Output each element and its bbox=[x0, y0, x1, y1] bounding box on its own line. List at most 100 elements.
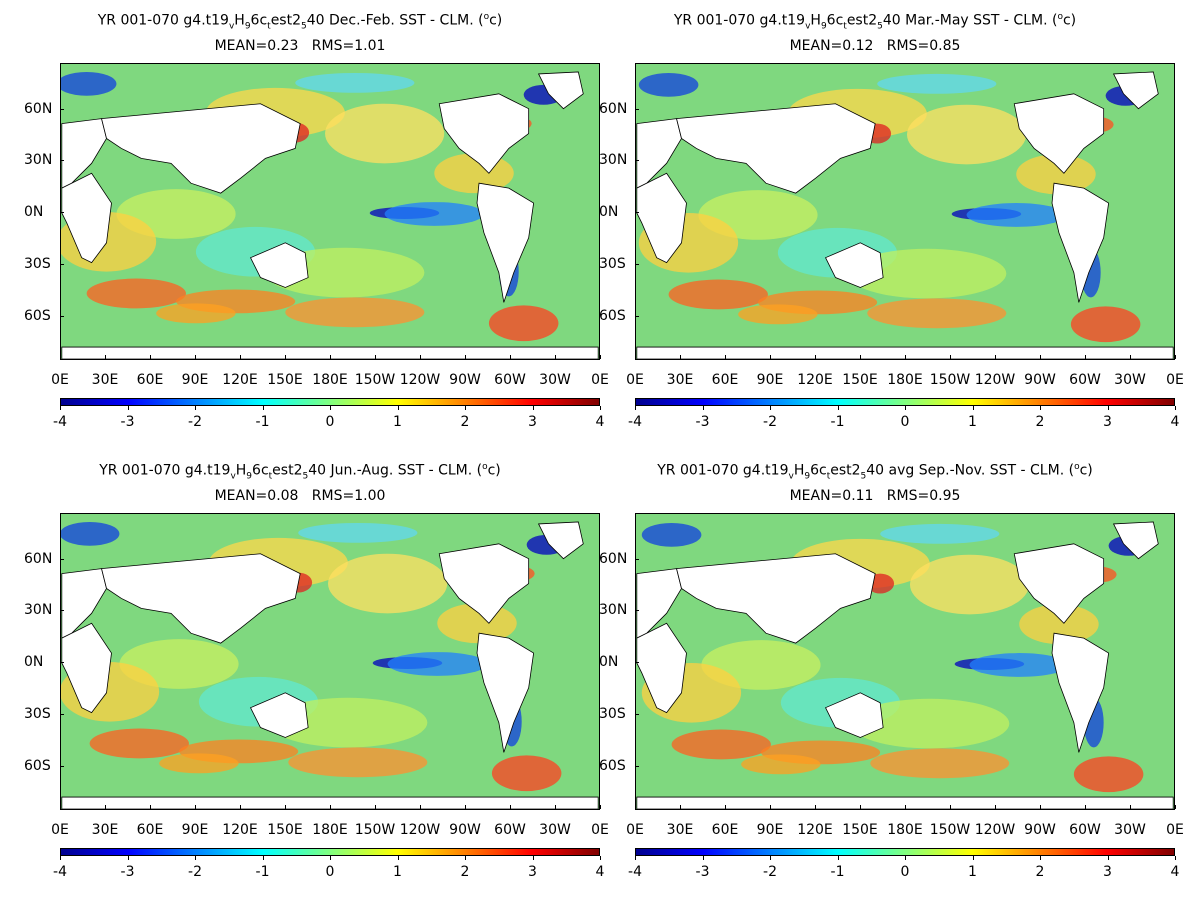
colorbar-label: 4 bbox=[1170, 864, 1180, 880]
latitude-tick bbox=[635, 662, 639, 663]
longitude-label: 120E bbox=[797, 822, 833, 838]
map-panel: YR 001-070 g4.t19vH96ctest2540 Dec.-Feb.… bbox=[0, 0, 609, 450]
colorbar-tick bbox=[127, 406, 129, 410]
colorbar-tick bbox=[905, 856, 906, 860]
mean-rms-stats: MEAN=0.23 RMS=1.01 bbox=[214, 38, 386, 54]
longitude-tick bbox=[1130, 805, 1131, 809]
title-part: 5 bbox=[877, 21, 883, 32]
colorbar bbox=[635, 848, 1175, 856]
longitude-tick bbox=[510, 805, 511, 809]
latitude-tick bbox=[60, 264, 64, 265]
colorbar-label: 0 bbox=[325, 414, 335, 430]
longitude-tick bbox=[860, 805, 861, 809]
colorbar-tick bbox=[635, 856, 636, 860]
title-part: 5 bbox=[302, 471, 309, 482]
colorbar-label: -1 bbox=[255, 864, 270, 880]
longitude-tick bbox=[465, 805, 466, 809]
title-part: v bbox=[230, 471, 236, 482]
longitude-label: 30E bbox=[91, 372, 119, 388]
mean-rms-stats: MEAN=0.12 RMS=0.85 bbox=[789, 38, 961, 54]
longitude-label: 90E bbox=[756, 822, 784, 838]
longitude-tick bbox=[600, 355, 601, 359]
colorbar-label: 0 bbox=[900, 414, 910, 430]
title-part: 5 bbox=[301, 21, 307, 32]
latitude-label: 60S bbox=[24, 308, 51, 324]
latitude-tick bbox=[635, 316, 639, 317]
longitude-tick bbox=[725, 805, 726, 809]
sst-anomaly-map bbox=[61, 521, 599, 809]
colorbar-label: -2 bbox=[763, 414, 777, 430]
longitude-tick bbox=[420, 355, 421, 359]
latitude-tick bbox=[635, 610, 639, 611]
longitude-tick bbox=[150, 805, 151, 809]
longitude-tick bbox=[555, 805, 556, 809]
latitude-label: 0N bbox=[599, 204, 619, 220]
colorbar-label: -1 bbox=[830, 414, 845, 430]
longitude-tick bbox=[465, 355, 466, 359]
longitude-tick bbox=[680, 805, 681, 809]
longitude-tick bbox=[860, 355, 861, 359]
longitude-tick bbox=[330, 805, 331, 809]
latitude-label: 60N bbox=[599, 101, 628, 117]
colorbar-tick bbox=[127, 856, 129, 860]
title-part: c) bbox=[487, 462, 501, 479]
title-part: H bbox=[793, 462, 805, 479]
colorbar-tick bbox=[600, 406, 601, 410]
longitude-label: 0E bbox=[591, 372, 609, 388]
title-part: c) bbox=[489, 12, 503, 29]
latitude-tick bbox=[60, 714, 64, 715]
colorbar-label: -1 bbox=[830, 864, 845, 880]
colorbar-label: 1 bbox=[968, 414, 977, 430]
longitude-label: 0E bbox=[626, 822, 644, 838]
map-frame bbox=[635, 513, 1175, 810]
title-part: H bbox=[810, 12, 821, 29]
longitude-label: 0E bbox=[1166, 372, 1184, 388]
latitude-label: 0N bbox=[599, 654, 619, 670]
latitude-tick bbox=[60, 766, 64, 767]
title-part: 9 bbox=[246, 471, 253, 482]
longitude-tick bbox=[905, 805, 906, 809]
latitude-label: 60S bbox=[24, 758, 51, 774]
colorbar-tick bbox=[770, 856, 771, 860]
title-part: t bbox=[826, 471, 831, 482]
latitude-tick bbox=[635, 212, 639, 213]
colorbar-label: -4 bbox=[628, 414, 642, 430]
longitude-tick bbox=[285, 805, 286, 809]
colorbar-tick bbox=[330, 406, 331, 410]
mean-rms-stats: MEAN=0.08 RMS=1.00 bbox=[214, 488, 386, 504]
longitude-label: 180E bbox=[887, 822, 923, 838]
latitude-tick bbox=[635, 160, 639, 161]
colorbar-tick bbox=[702, 406, 704, 410]
colorbar-label: 2 bbox=[1035, 414, 1045, 430]
longitude-label: 120E bbox=[797, 372, 833, 388]
colorbar-label: 0 bbox=[325, 864, 335, 880]
colorbar-label: -2 bbox=[188, 864, 202, 880]
longitude-tick bbox=[285, 355, 286, 359]
longitude-label: 120W bbox=[974, 822, 1016, 838]
longitude-label: 150W bbox=[929, 822, 971, 838]
colorbar bbox=[60, 848, 600, 856]
colorbar-label: 2 bbox=[460, 414, 470, 430]
latitude-label: 30S bbox=[599, 256, 626, 272]
longitude-tick bbox=[995, 355, 996, 359]
longitude-tick bbox=[725, 355, 726, 359]
panel-title: YR 001-070 g4.t19vH96ctest2540 avg Sep.-… bbox=[575, 458, 1175, 485]
longitude-tick bbox=[1175, 805, 1176, 809]
latitude-label: 60N bbox=[599, 551, 628, 567]
colorbar-label: 3 bbox=[528, 864, 537, 880]
colorbar-label: -3 bbox=[120, 864, 135, 880]
colorbar-tick bbox=[1040, 406, 1041, 410]
longitude-tick bbox=[105, 805, 106, 809]
title-part: YR 001-070 g4.t19 bbox=[97, 12, 229, 29]
latitude-tick bbox=[60, 662, 64, 663]
title-part: t bbox=[268, 471, 273, 482]
longitude-label: 90E bbox=[756, 372, 784, 388]
longitude-label: 60W bbox=[494, 822, 526, 838]
colorbar-tick bbox=[262, 406, 264, 410]
longitude-tick bbox=[150, 355, 151, 359]
title-part: YR 001-070 g4.t19 bbox=[99, 462, 231, 479]
colorbar-tick bbox=[1107, 406, 1109, 410]
title-part: 40 avg Sep.-Nov. SST - CLM. ( bbox=[866, 462, 1075, 479]
colorbar-label: -1 bbox=[255, 414, 270, 430]
colorbar-label: -4 bbox=[53, 864, 67, 880]
